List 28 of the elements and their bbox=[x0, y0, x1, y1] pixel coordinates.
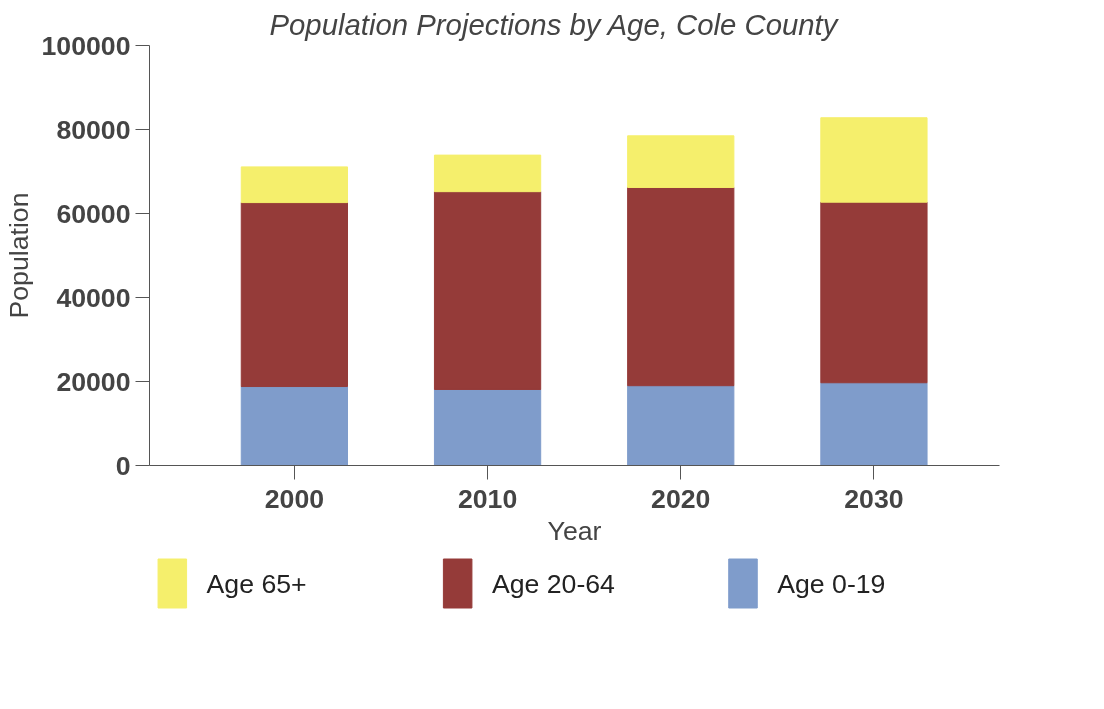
y-tick-label: 40000 bbox=[56, 282, 131, 313]
x-tick-label: 2020 bbox=[651, 483, 711, 514]
bar bbox=[433, 388, 542, 466]
legend-label: Age 65+ bbox=[206, 568, 307, 599]
y-tick-label: 0 bbox=[115, 450, 131, 481]
bar bbox=[820, 382, 928, 466]
y-tick-label: 60000 bbox=[56, 198, 131, 229]
x-tick-label: 2000 bbox=[264, 483, 325, 514]
bar bbox=[820, 201, 928, 384]
x-tick-label: 2030 bbox=[844, 483, 904, 514]
chart-title: Population Projections by Age, Cole County bbox=[269, 7, 840, 41]
bar bbox=[240, 166, 349, 204]
bar bbox=[627, 135, 735, 188]
y-tick-label: 80000 bbox=[56, 114, 131, 145]
bar bbox=[433, 154, 542, 193]
bar bbox=[820, 117, 928, 203]
y-tick-label: 20000 bbox=[56, 366, 131, 397]
legend-label: Age 0-19 bbox=[777, 568, 886, 599]
bar bbox=[627, 385, 735, 466]
bar bbox=[240, 202, 349, 388]
bar bbox=[433, 191, 542, 390]
y-axis-title: Population bbox=[3, 192, 34, 319]
y-tick-label: 100000 bbox=[41, 30, 131, 61]
x-axis-title: Year bbox=[547, 515, 602, 546]
bar bbox=[627, 186, 735, 387]
x-tick-label: 2010 bbox=[457, 483, 518, 514]
bar bbox=[240, 386, 349, 466]
legend-label: Age 20-64 bbox=[491, 568, 616, 599]
